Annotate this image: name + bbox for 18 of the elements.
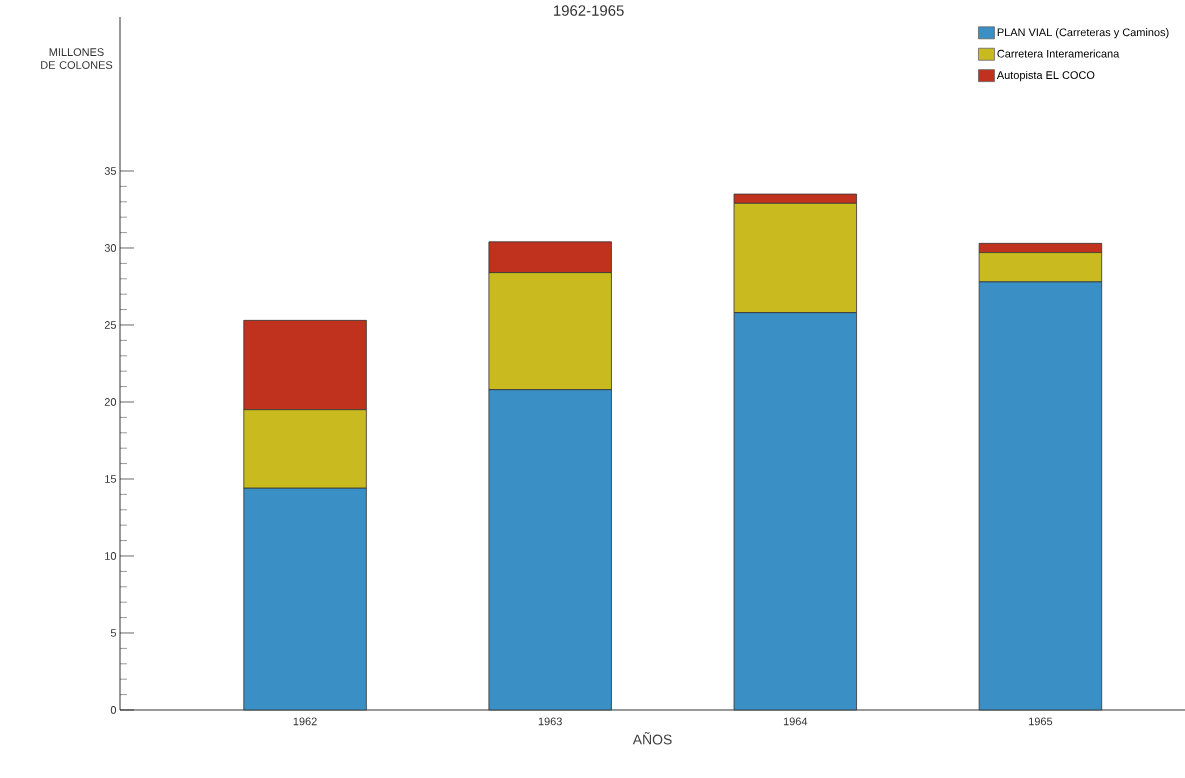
x-tick-label: 1964 [783, 717, 808, 726]
y-tick-label: 15 [105, 475, 117, 483]
legend-label: Autopista EL COCO [996, 70, 1095, 82]
chart-title: 1962-1965 [554, 5, 624, 16]
x-axis-title: AÑOS [632, 732, 672, 745]
x-tick-label: 1962 [293, 717, 317, 726]
x-tick-label: 1965 [1029, 717, 1053, 726]
legend-label: PLAN VIAL (Carreteras y Caminos) [997, 28, 1169, 39]
y-tick-label: 30 [104, 244, 117, 252]
y-tick-label: 25 [104, 321, 117, 329]
y-tick-label: 35 [104, 167, 117, 175]
y-tick-label: 10 [105, 552, 117, 560]
y-tick-label: 5 [110, 629, 117, 637]
y-tick-label: 20 [104, 398, 117, 406]
y-tick-label: 0 [110, 706, 117, 714]
x-tick-label: 1963 [538, 717, 562, 726]
legend-label: Carretera Interamericana [997, 49, 1120, 58]
y-axis-title: MILLONES DE COLONES [41, 48, 113, 69]
